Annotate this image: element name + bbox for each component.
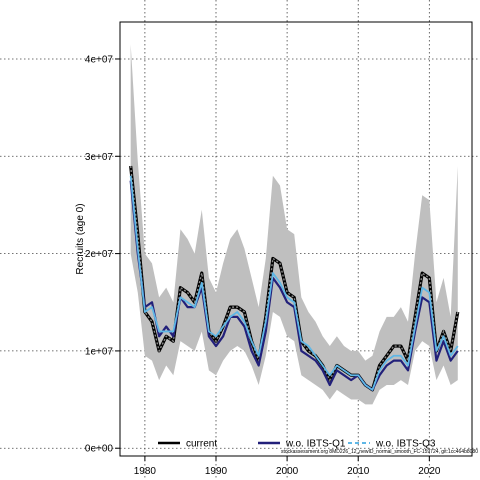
confidence-band <box>130 44 458 405</box>
x-tick-label-2: 2000 <box>276 466 299 477</box>
y-tick-label-4: 4e+07 <box>85 54 114 65</box>
plot-frame <box>119 21 473 457</box>
legend-label-1: w.o. IBTS-Q1 <box>285 439 346 450</box>
legend-label-2: w.o. IBTS-Q3 <box>375 439 436 450</box>
y-tick-label-3: 3e+07 <box>85 152 114 163</box>
y-axis: 0e+00 1e+07 2e+07 3e+07 4e+07 <box>85 54 120 455</box>
footnote: stockassessment.org 8MD226_12_newID_norm… <box>281 449 478 455</box>
legend: current w.o. IBTS-Q1 w.o. IBTS-Q3 <box>158 439 436 450</box>
x-axis: 1980 1990 2000 2010 2020 <box>134 456 441 477</box>
series-lines <box>129 165 460 392</box>
x-tick-label-4: 2020 <box>418 466 441 477</box>
y-tick-label-1: 1e+07 <box>85 346 114 357</box>
horizontal-gridlines <box>0 58 480 449</box>
x-tick-label-0: 1980 <box>134 466 157 477</box>
series-line-0-highlight <box>129 165 459 391</box>
y-axis-title: Recruits (age 0) <box>75 203 86 274</box>
series-line-2 <box>129 175 459 391</box>
y-tick-label-2: 2e+07 <box>85 249 114 260</box>
x-tick-label-3: 2010 <box>347 466 370 477</box>
y-tick-label-0: 0e+00 <box>85 444 114 455</box>
x-tick-label-1: 1990 <box>205 466 228 477</box>
legend-label-0: current <box>186 439 217 450</box>
plot-area <box>129 44 460 405</box>
